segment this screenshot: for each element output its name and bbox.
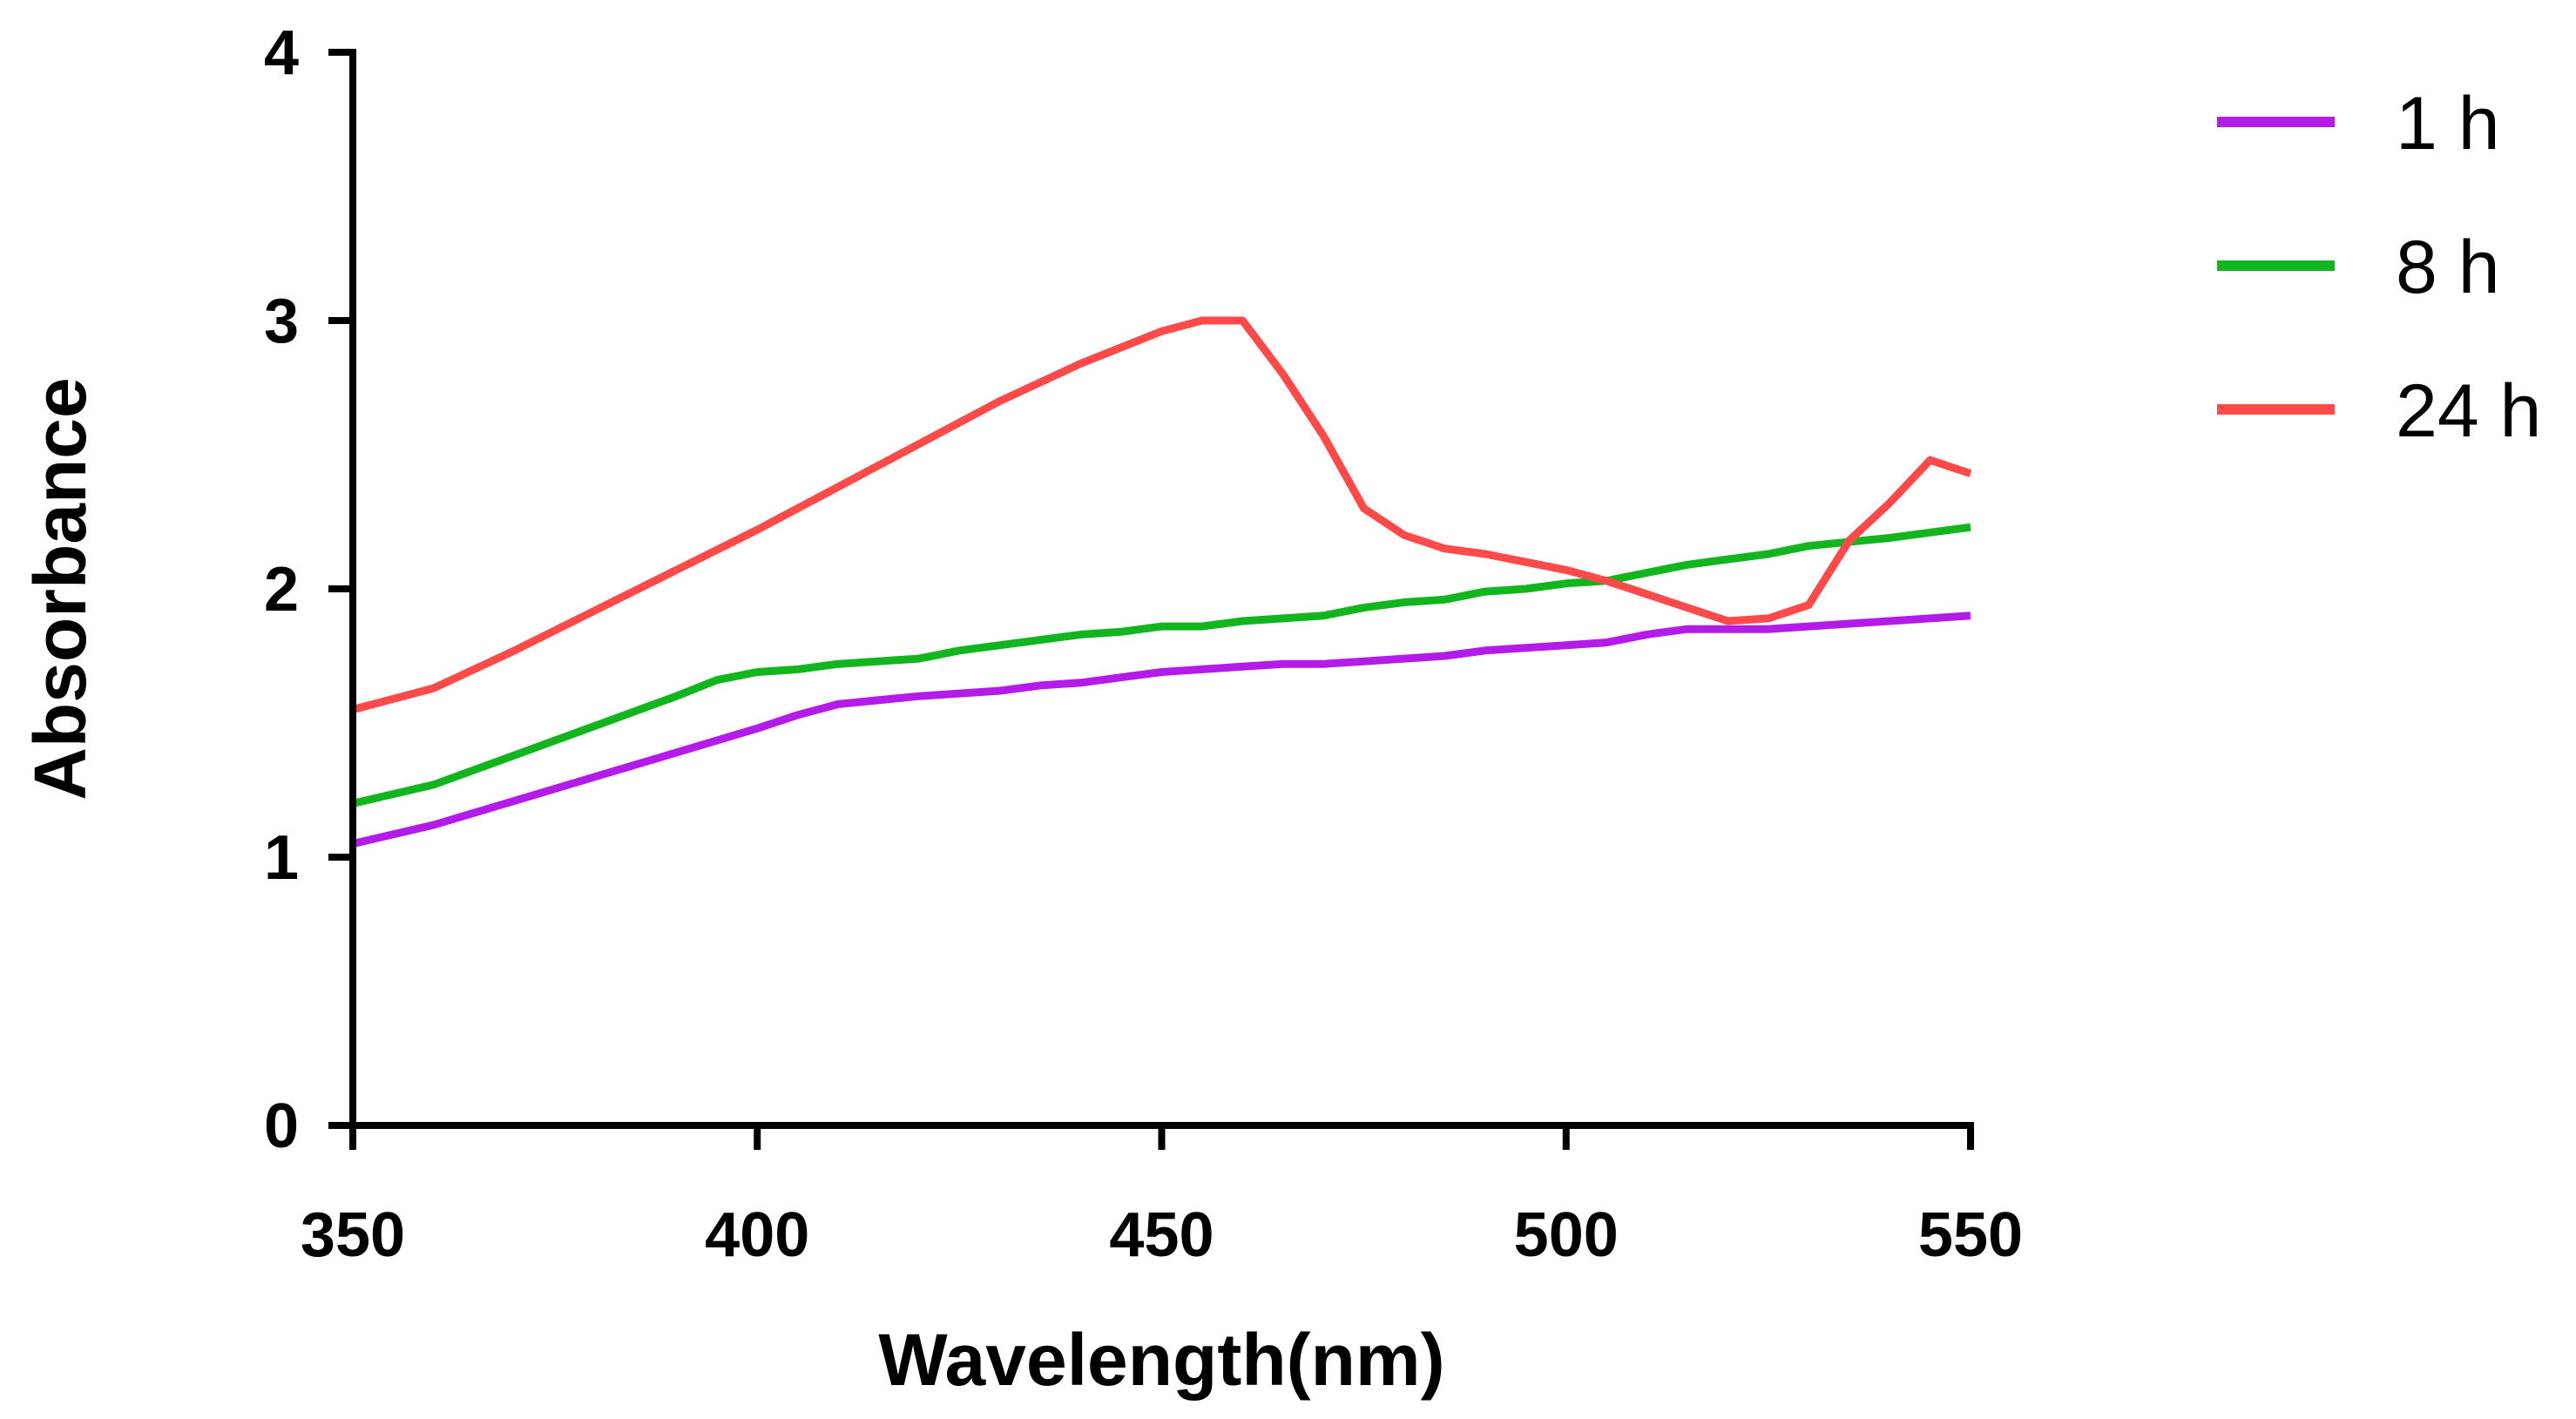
series-line-1h	[351, 612, 1971, 848]
legend-label-24h: 24 h	[2396, 369, 2541, 453]
y-axis-title: Absorbance	[19, 377, 101, 800]
series-line-24h	[351, 316, 1972, 713]
y-tick-label: 4	[264, 18, 299, 88]
legend-label-8h: 8 h	[2396, 226, 2500, 309]
legend-label-1h: 1 h	[2396, 82, 2500, 166]
x-tick-label: 550	[1918, 1200, 2023, 1270]
series-line-8h	[351, 523, 1971, 807]
ticks-layer: 0 1 2 3 4 350 400 450 500 550	[264, 18, 2023, 1270]
x-tick-label: 450	[1109, 1200, 1214, 1270]
legend: 1 h 8 h 24 h	[2217, 82, 2541, 453]
x-tick-label: 500	[1514, 1200, 1619, 1270]
y-tick-label: 0	[264, 1091, 299, 1161]
y-tick-label: 3	[264, 287, 299, 356]
x-tick-label: 400	[705, 1200, 809, 1270]
y-tick-label: 1	[264, 823, 299, 893]
axes-layer	[349, 49, 1974, 1129]
y-tick-label: 2	[264, 555, 299, 625]
series-layer	[351, 316, 1972, 848]
x-tick-label: 350	[301, 1200, 405, 1270]
x-axis-title: Wavelength(nm)	[878, 1319, 1444, 1401]
